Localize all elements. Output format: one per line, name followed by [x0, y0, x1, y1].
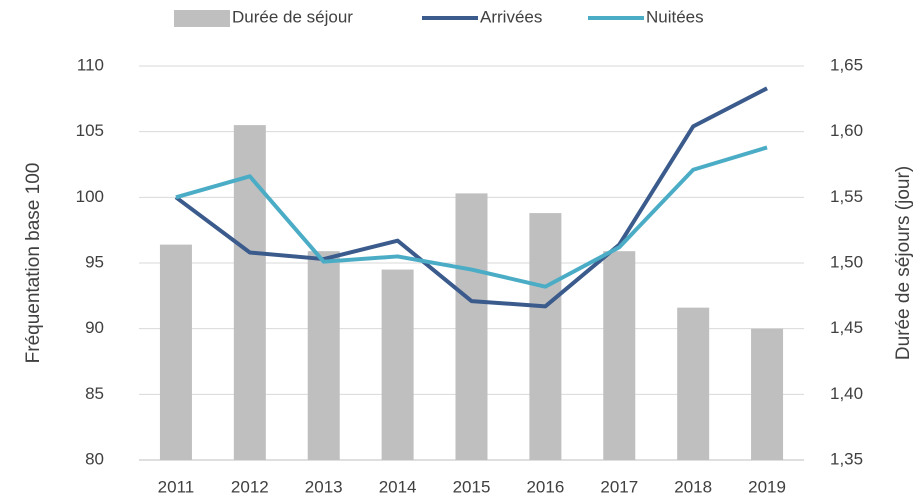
y-tick-label: 95 [85, 252, 104, 271]
y-tick-label: 85 [85, 384, 104, 403]
x-tick-label: 2018 [674, 477, 712, 496]
x-tick-label: 2019 [748, 477, 786, 496]
x-tick-label: 2011 [158, 477, 195, 496]
legend-label: Durée de séjour [232, 7, 353, 26]
y-tick-label: 90 [85, 318, 104, 337]
legend-swatch [174, 10, 230, 27]
bar [381, 269, 414, 460]
y2-tick-label: 1,35 [830, 449, 863, 468]
y2-tick-label: 1,55 [830, 187, 863, 206]
x-tick-label: 2012 [231, 477, 269, 496]
y2-tick-label: 1,45 [830, 318, 863, 337]
x-tick-label: 2016 [526, 477, 564, 496]
x-tick-label: 2013 [305, 477, 343, 496]
y2-tick-label: 1,40 [830, 384, 863, 403]
bar [677, 307, 710, 460]
y-tick-label: 105 [76, 121, 104, 140]
bar [159, 244, 192, 460]
bar [455, 193, 488, 461]
x-tick-label: 2017 [600, 477, 638, 496]
legend-label: Nuitées [646, 7, 704, 26]
y-tick-label: 80 [85, 449, 104, 468]
y2-axis-title: Durée de séjours (jour) [893, 166, 914, 360]
y-tick-label: 100 [76, 187, 104, 206]
y-tick-label: 110 [77, 55, 104, 74]
line [174, 86, 768, 309]
bar [307, 251, 340, 460]
bar [529, 213, 562, 460]
bar [603, 251, 636, 460]
y2-tick-label: 1,50 [830, 252, 863, 271]
line [175, 145, 768, 289]
x-tick-label: 2015 [453, 477, 491, 496]
y2-tick-label: 1,65 [830, 55, 863, 74]
y2-tick-label: 1,60 [830, 121, 863, 140]
x-tick-label: 2014 [379, 477, 417, 496]
legend-label: Arrivées [480, 7, 542, 26]
bar [751, 328, 784, 460]
y-axis-title: Fréquentation base 100 [23, 163, 44, 364]
